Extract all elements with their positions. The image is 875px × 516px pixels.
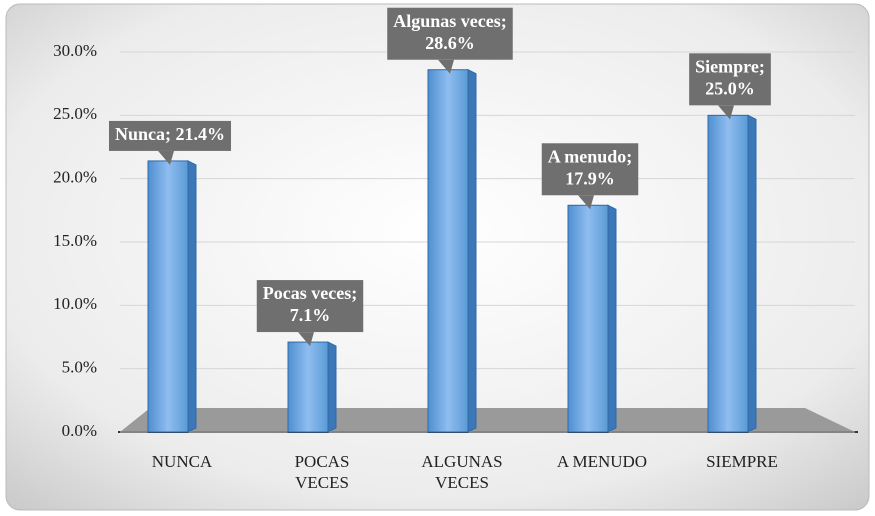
- x-tick-label: POCAS VECES: [294, 452, 350, 492]
- data-label-text: 7.1%: [290, 305, 331, 325]
- y-tick-label: 25.0%: [53, 104, 97, 123]
- bar-front: [427, 69, 469, 433]
- x-tick-label: NUNCA: [151, 452, 213, 471]
- data-label-pointer: [298, 332, 314, 347]
- bar-side: [607, 204, 617, 433]
- bar: [567, 204, 617, 433]
- y-tick-label: 5.0%: [62, 358, 97, 377]
- data-label: A menudo;17.9%: [541, 143, 639, 210]
- data-label-text: 25.0%: [705, 78, 755, 98]
- bar: [287, 341, 337, 433]
- x-tick-label: ALGUNAS VECES: [421, 452, 503, 492]
- y-tick-label: 0.0%: [62, 421, 97, 440]
- data-label-pointer: [438, 59, 454, 74]
- data-label: Algunas veces;28.6%: [387, 7, 513, 74]
- data-label-text: A menudo;: [548, 146, 633, 166]
- bar-side: [327, 341, 337, 433]
- bar: [427, 68, 477, 433]
- y-tick-label: 30.0%: [53, 41, 97, 60]
- data-label: Nunca; 21.4%: [108, 120, 232, 165]
- data-label-text: Algunas veces;: [393, 11, 507, 31]
- y-tick-label: 20.0%: [53, 168, 97, 187]
- data-label-pointer: [718, 105, 734, 120]
- data-label: Siempre;25.0%: [689, 53, 771, 120]
- bar-front: [567, 204, 609, 433]
- bar-side: [747, 114, 757, 433]
- data-label-box: [387, 7, 513, 60]
- data-label-box: [689, 53, 771, 106]
- y-tick-label: 15.0%: [53, 231, 97, 250]
- bar-front: [287, 341, 329, 433]
- data-label-text: Siempre;: [695, 56, 765, 76]
- bar-front: [707, 114, 749, 433]
- bar: [707, 114, 757, 433]
- data-label-box: [256, 280, 364, 333]
- bar-front: [147, 160, 189, 433]
- x-tick-label: A MENUDO: [556, 452, 648, 471]
- y-tick-label: 10.0%: [53, 294, 97, 313]
- data-label-text: Pocas veces;: [263, 283, 357, 303]
- data-label-text: Nunca; 21.4%: [115, 124, 225, 144]
- bar: [147, 160, 197, 433]
- x-tick-label: SIEMPRE: [706, 452, 778, 471]
- data-label: Pocas veces;7.1%: [256, 280, 364, 347]
- bar-side: [467, 68, 477, 433]
- data-label-pointer: [158, 150, 174, 165]
- data-label-pointer: [578, 195, 594, 210]
- data-label-box: [108, 120, 232, 151]
- data-label-box: [541, 143, 639, 196]
- bar-side: [187, 160, 197, 433]
- data-label-text: 28.6%: [425, 33, 475, 53]
- data-label-text: 17.9%: [565, 168, 615, 188]
